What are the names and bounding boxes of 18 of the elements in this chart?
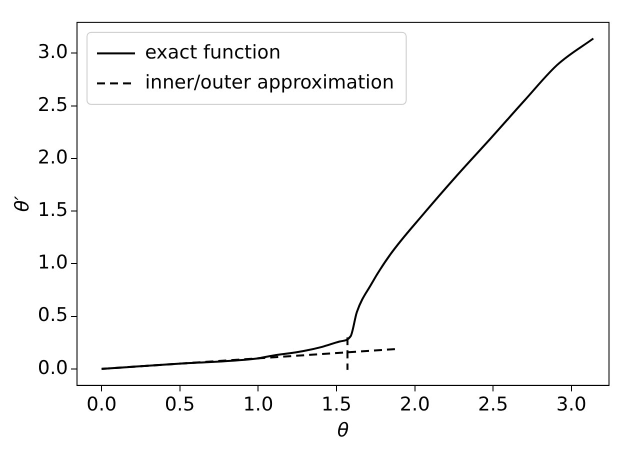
y-tick-label: 2.0	[38, 146, 68, 168]
x-tick-label: 3.0	[556, 394, 587, 416]
x-tick-label: 1.5	[321, 394, 352, 416]
y-tick-label: 3.0	[38, 41, 68, 64]
x-axis-title: θ	[337, 420, 350, 442]
x-tick-label: 2.5	[478, 394, 508, 416]
legend-label: inner/outer approximation	[145, 71, 394, 94]
y-axis-title: θ′	[11, 195, 34, 212]
legend-label: exact function	[145, 41, 281, 64]
y-tick-label: 1.5	[38, 198, 68, 221]
y-tick-label: 0.5	[38, 304, 68, 326]
y-tick-label: 2.5	[38, 94, 68, 116]
x-tick-label: 2.0	[400, 394, 430, 416]
x-tick-label: 0.0	[86, 394, 117, 416]
y-tick-label: 0.0	[38, 356, 68, 379]
y-tick-label: 1.0	[38, 252, 68, 274]
x-tick-label: 0.5	[164, 394, 196, 416]
x-tick-label: 1.0	[243, 394, 274, 416]
